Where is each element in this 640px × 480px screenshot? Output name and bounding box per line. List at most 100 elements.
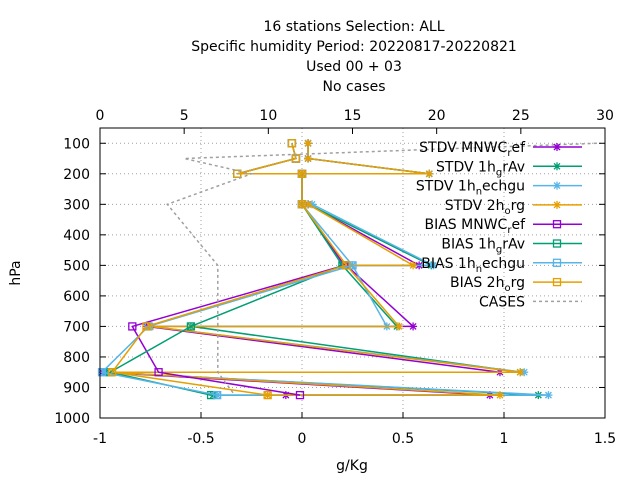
x2-tick-label: 25 bbox=[512, 108, 530, 124]
x-tick-label: 0.5 bbox=[392, 431, 414, 447]
plot-area bbox=[97, 139, 597, 400]
legend-label: STDV 2horg bbox=[445, 198, 525, 217]
legend-label-main: BIAS 2h bbox=[450, 275, 504, 291]
legend-marker bbox=[553, 200, 561, 209]
y-tick-label: 500 bbox=[63, 258, 90, 274]
x2-tick-label: 20 bbox=[428, 108, 446, 124]
legend-label: BIAS 1hnechgu bbox=[421, 256, 525, 275]
legend-label-tail: ef bbox=[511, 217, 526, 233]
data-point bbox=[516, 368, 525, 377]
data-point bbox=[97, 368, 107, 377]
data-point bbox=[107, 368, 117, 377]
legend-label-sub: o bbox=[504, 283, 510, 294]
series-line-8 bbox=[166, 142, 597, 396]
title-line-3: Used 00 + 03 bbox=[306, 59, 402, 75]
legend-marker bbox=[552, 220, 562, 229]
legend-marker bbox=[552, 258, 562, 267]
legend-marker bbox=[553, 181, 561, 190]
legend-label-tail: ef bbox=[511, 140, 526, 156]
series-line-6 bbox=[100, 143, 354, 396]
data-point bbox=[429, 261, 438, 270]
x-tick-label: 0 bbox=[298, 431, 307, 447]
data-point bbox=[544, 391, 553, 400]
legend-label-sub: g bbox=[496, 245, 502, 256]
legend-label-main: BIAS 1h bbox=[441, 237, 495, 253]
y-tick-label: 200 bbox=[63, 167, 90, 183]
y-tick-label: 100 bbox=[63, 136, 90, 152]
legend-label-main: STDV 1h bbox=[416, 179, 476, 195]
y-axis-label: hPa bbox=[8, 260, 24, 285]
x-tick-label: 1 bbox=[500, 431, 509, 447]
legend-label-main: STDV MNWC bbox=[419, 140, 507, 156]
data-point bbox=[142, 322, 151, 331]
legend-label: STDV MNWCref bbox=[419, 140, 526, 159]
legend-label-sub: g bbox=[496, 167, 502, 178]
series-line-3 bbox=[112, 143, 521, 396]
data-point bbox=[263, 390, 272, 400]
legend-label: STDV 1hnechgu bbox=[416, 179, 525, 198]
x-tick-label: 1.5 bbox=[594, 431, 616, 447]
legend-label: CASES bbox=[479, 294, 525, 310]
data-point bbox=[304, 154, 313, 163]
legend-label-main: BIAS 1h bbox=[421, 256, 475, 272]
legend-label-main: BIAS MNWC bbox=[425, 217, 508, 233]
legend-label-sub: o bbox=[504, 206, 510, 217]
y-tick-label: 600 bbox=[63, 289, 90, 305]
data-point bbox=[409, 322, 418, 331]
x2-tick-label: 5 bbox=[180, 108, 189, 124]
legend-label-sub: n bbox=[476, 264, 482, 275]
x2-tick-label: 30 bbox=[596, 108, 614, 124]
x2-tick-label: 0 bbox=[96, 108, 105, 124]
data-point bbox=[342, 261, 351, 270]
y-tick-label: 1000 bbox=[54, 411, 90, 427]
data-point bbox=[394, 322, 403, 331]
data-point bbox=[304, 139, 313, 148]
legend-label: BIAS 2horg bbox=[450, 275, 525, 294]
data-point bbox=[297, 200, 307, 209]
chart-title: 16 stations Selection: ALL Specific humi… bbox=[191, 19, 517, 95]
y-tick-label: 400 bbox=[63, 228, 90, 244]
legend-label: BIAS 1hgrAv bbox=[441, 237, 525, 256]
legend-label-tail: rg bbox=[511, 198, 525, 214]
x2-tick-label: 10 bbox=[259, 108, 277, 124]
data-point bbox=[425, 169, 434, 178]
x-tick-label: -1 bbox=[93, 431, 107, 447]
x2-tick-label: 15 bbox=[344, 108, 362, 124]
legend-label-tail: echgu bbox=[482, 179, 525, 195]
data-point bbox=[348, 261, 357, 270]
axes: -1 -0.5 0 0.5 1 1.5 0 5 10 15 20 25 30 100 200 300 400 50… bbox=[54, 108, 616, 447]
data-point bbox=[213, 390, 222, 400]
legend-label-tail: rg bbox=[511, 275, 525, 291]
legend-label-tail: echgu bbox=[482, 256, 525, 272]
legend-marker bbox=[552, 277, 562, 287]
data-point bbox=[233, 169, 242, 178]
legend-label-sub: r bbox=[507, 148, 512, 159]
y-tick-label: 300 bbox=[63, 197, 90, 213]
data-point bbox=[154, 368, 163, 377]
legend-label-tail: rAv bbox=[502, 159, 525, 175]
x-tick-label: -0.5 bbox=[187, 431, 214, 447]
series-line-7 bbox=[110, 143, 348, 396]
data-point bbox=[186, 322, 196, 331]
legend-marker bbox=[552, 239, 562, 248]
y-tick-label: 900 bbox=[63, 380, 90, 396]
data-point bbox=[128, 322, 137, 331]
title-line-1: 16 stations Selection: ALL bbox=[263, 19, 444, 35]
data-point bbox=[297, 169, 307, 178]
legend-label-main: STDV 1h bbox=[436, 159, 496, 175]
legend-label: BIAS MNWCref bbox=[425, 217, 527, 236]
x-axis-label: g/Kg bbox=[336, 458, 368, 474]
data-point bbox=[287, 139, 297, 148]
data-point bbox=[409, 261, 418, 270]
legend-label-main: STDV 2h bbox=[445, 198, 505, 214]
legend-label-sub: r bbox=[507, 225, 512, 236]
title-line-4: No cases bbox=[323, 79, 386, 95]
y-tick-label: 700 bbox=[63, 319, 90, 335]
legend-marker bbox=[553, 143, 561, 151]
legend-label-sub: n bbox=[476, 187, 482, 198]
y-tick-label: 800 bbox=[63, 350, 90, 366]
title-line-2: Specific humidity Period: 20220817-20220… bbox=[191, 39, 517, 55]
legend-label-main: CASES bbox=[479, 294, 525, 310]
